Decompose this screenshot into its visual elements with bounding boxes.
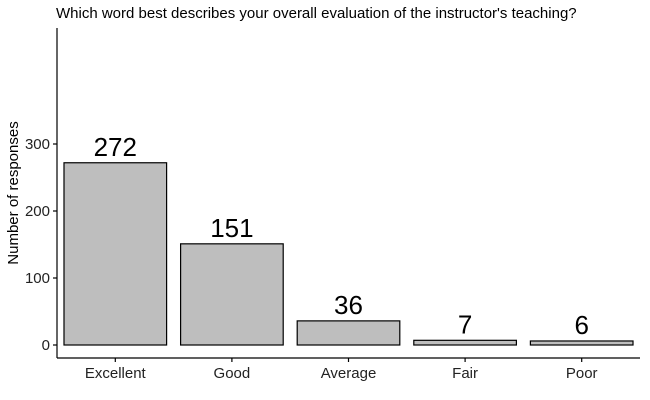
bar-fair [413,339,518,346]
data-labels-group: 272 151 36 7 6 [94,132,589,340]
y-tick-label-0: 0 [42,337,50,354]
data-label-fair: 7 [458,309,472,339]
x-tick-label-poor: Poor [566,365,598,382]
x-ticks-group: Excellent Good Average Fair Poor [85,358,598,382]
y-axis-title: Number of responses [5,121,22,264]
x-tick-label-good: Good [214,365,251,382]
bar-average [296,320,401,346]
bar-good [179,243,284,346]
data-label-poor: 6 [574,310,588,340]
data-label-average: 36 [334,290,363,320]
x-tick-label-fair: Fair [452,365,478,382]
y-tick-label-200: 200 [25,203,50,220]
y-tick-label-100: 100 [25,270,50,287]
data-label-good: 151 [210,213,253,243]
x-tick-label-average: Average [321,365,377,382]
x-tick-label-excellent: Excellent [85,365,147,382]
bar-poor [529,340,634,346]
chart-title: Which word best describes your overall e… [56,5,577,22]
bar-excellent [63,162,168,346]
y-ticks-group: 0 100 200 300 [25,136,57,354]
y-tick-label-300: 300 [25,136,50,153]
bars-group [63,162,634,346]
data-label-excellent: 272 [94,132,137,162]
